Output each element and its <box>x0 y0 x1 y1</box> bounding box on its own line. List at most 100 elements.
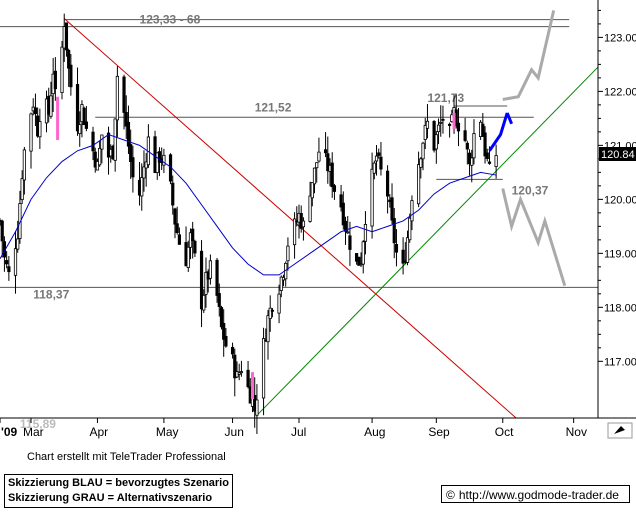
candle-body <box>217 293 221 307</box>
x-axis-tick-label: Sep <box>428 425 450 439</box>
candle-body <box>162 154 166 166</box>
candle-body <box>29 113 33 152</box>
scroll-right-icon[interactable] <box>607 422 633 439</box>
candle-body <box>239 371 244 374</box>
candle-body <box>202 294 206 311</box>
candle-body <box>394 244 399 253</box>
candle-body <box>410 200 414 222</box>
candle-body <box>379 156 383 170</box>
candle-body <box>233 354 237 379</box>
candle-body <box>390 197 394 221</box>
candle-body <box>177 234 181 245</box>
candle-body <box>339 194 343 208</box>
candle-body <box>49 95 53 117</box>
candle-body <box>175 223 179 233</box>
candle-body <box>494 155 498 167</box>
candle-body <box>470 157 474 166</box>
candle-body <box>5 260 9 265</box>
candle-body <box>301 220 306 228</box>
candle-body <box>82 107 86 126</box>
x-axis-tick-label: '09 <box>1 425 18 439</box>
candle-body <box>208 260 213 279</box>
source-link[interactable]: © http://www.godmode-trader.de <box>441 485 630 503</box>
candle-body <box>465 142 469 150</box>
candle-body <box>326 153 330 172</box>
candle-body <box>20 178 24 201</box>
candle-body <box>219 307 224 328</box>
candle-body <box>13 248 18 276</box>
candle-body <box>199 250 204 310</box>
candle-body <box>279 276 283 291</box>
candle-body <box>173 208 177 225</box>
candle-body <box>401 249 405 264</box>
candle-body <box>416 164 421 205</box>
candle-body <box>93 151 97 168</box>
level-label: 118,37 <box>33 287 69 301</box>
y-axis-panel <box>598 0 636 418</box>
candle-body <box>292 218 297 246</box>
candle-body <box>53 70 57 90</box>
candle-body <box>448 123 452 126</box>
candle-body <box>330 162 334 188</box>
candle-body <box>408 217 412 241</box>
candle-body <box>343 220 348 232</box>
candle-body <box>113 118 117 161</box>
candle-body <box>436 124 441 133</box>
candle-body <box>370 168 374 227</box>
candle-body <box>439 121 443 124</box>
legend-gray-scenario: Skizzierung GRAU = Alternativszenario <box>8 492 213 504</box>
scenario-legend: Skizzierung BLAU = bevorzugtes Szenario … <box>4 474 233 508</box>
last-price-label: 120.84 <box>601 149 635 161</box>
x-axis-tick-label: Jul <box>291 425 306 439</box>
candle-body <box>261 338 266 399</box>
blue-scenario-path <box>488 112 509 152</box>
level-label: 121,52 <box>255 100 292 114</box>
x-axis-tick-label: Oct <box>495 425 514 439</box>
candle-body <box>277 293 281 314</box>
candle-body <box>377 152 381 156</box>
candle-body <box>361 241 365 265</box>
candle-body <box>312 167 317 185</box>
candle-body <box>98 148 102 166</box>
moving-average-line <box>0 134 497 276</box>
candle-body <box>255 399 259 416</box>
candle-body <box>224 335 228 347</box>
candle-body <box>332 185 337 192</box>
candle-body <box>126 121 131 147</box>
level-label: 121,73 <box>427 91 464 105</box>
arrow-glyph <box>614 426 625 434</box>
price-chart: 117.00118.00119.00120.00121.00122.00123.… <box>0 0 636 439</box>
gray-scenario-path <box>502 10 556 101</box>
candle-body <box>405 237 410 263</box>
candle-body <box>191 228 195 242</box>
candles-group <box>0 13 498 434</box>
candle-body <box>374 155 379 162</box>
candle-body <box>323 149 328 154</box>
chart-area: 117.00 118.00 119.00 120.00 121.00 122.00 123.… <box>0 0 636 439</box>
candle-body <box>472 133 476 159</box>
candle-body <box>246 369 250 388</box>
chart-credit: Chart erstellt mit TeleTrader Profession… <box>27 451 226 463</box>
candle-body <box>441 118 445 121</box>
candle-body <box>155 152 159 173</box>
candle-body <box>222 323 226 340</box>
candle-body <box>317 151 321 162</box>
y-axis-tick-label: 120.00 <box>604 194 636 206</box>
candle-body <box>142 166 146 179</box>
candle-body <box>186 246 190 268</box>
candle-body <box>392 218 396 244</box>
candle-body <box>204 271 208 295</box>
candle-body <box>115 75 119 121</box>
candle-body <box>341 202 345 226</box>
source-url[interactable]: http://www.godmode-trader.de <box>458 488 619 502</box>
x-axis-tick-label: Aug <box>364 425 385 439</box>
y-axis-tick-label: 122.00 <box>604 86 636 98</box>
candle-body <box>75 84 80 132</box>
candle-body <box>310 181 314 199</box>
candle-body <box>487 161 492 164</box>
trendline <box>63 18 517 419</box>
candle-body <box>122 76 126 113</box>
candle-body <box>67 49 71 69</box>
candle-body <box>421 142 425 160</box>
candle-body <box>215 259 219 296</box>
